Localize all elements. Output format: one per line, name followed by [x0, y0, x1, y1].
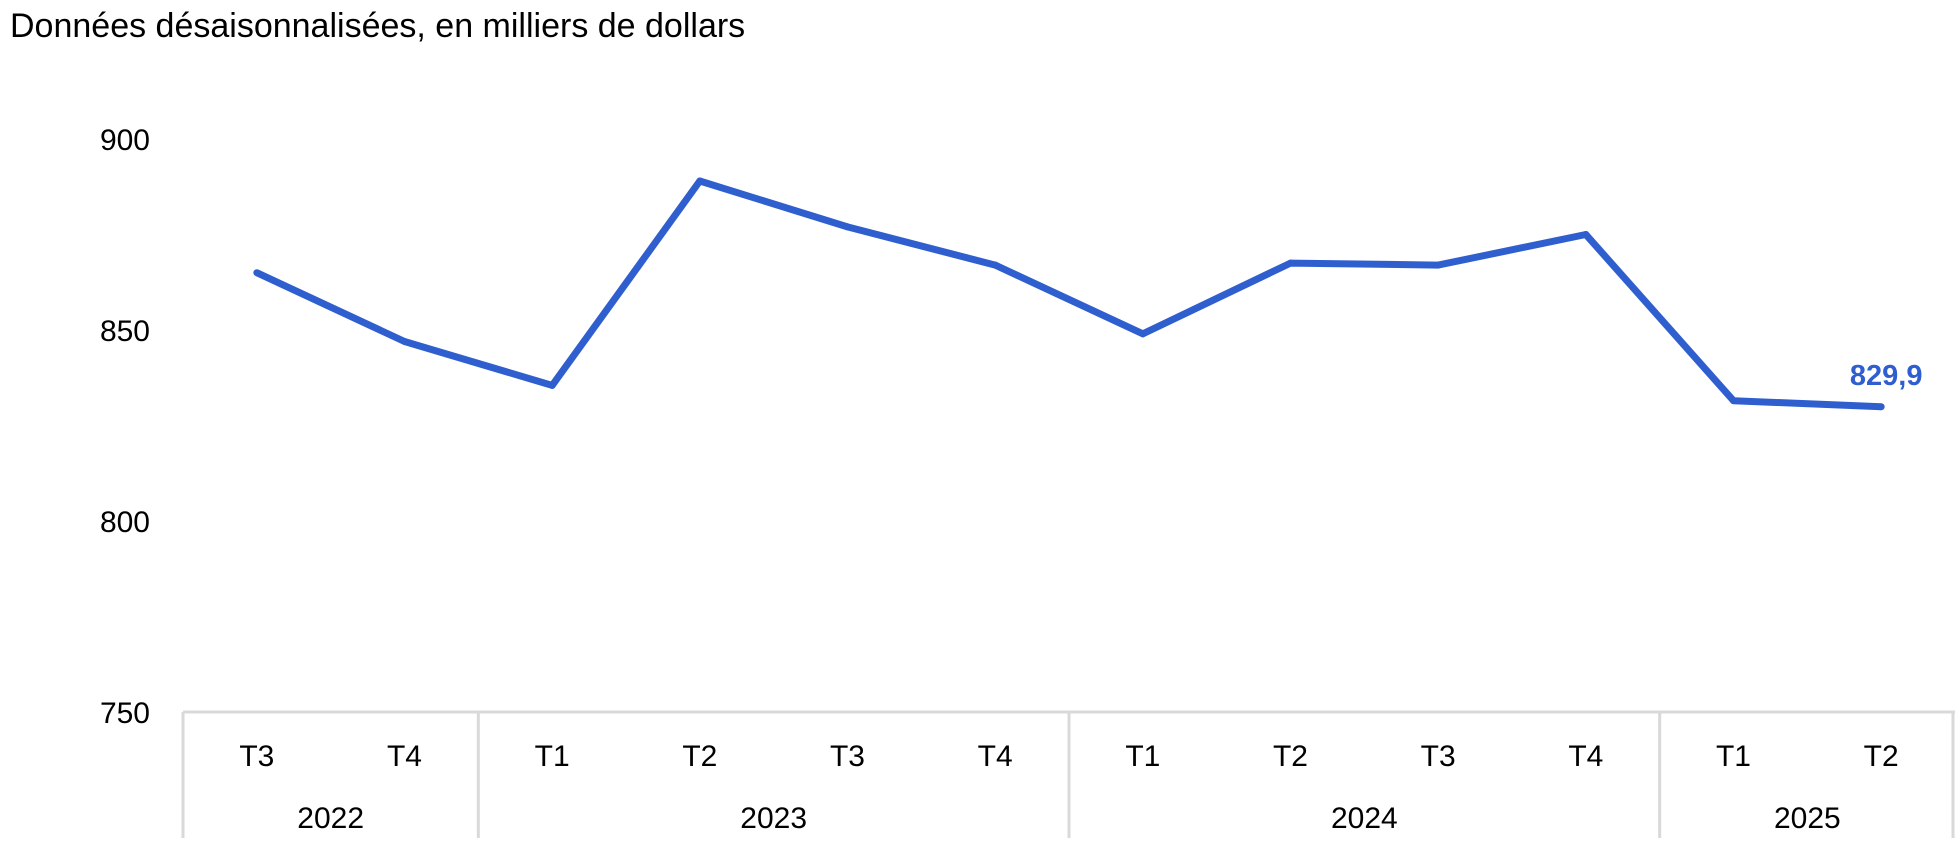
x-tick-label: T4	[387, 740, 422, 773]
annotation-layer: 829,9	[1850, 360, 1923, 392]
x-tick-label: T2	[682, 740, 717, 773]
chart-title: Données désaisonnalisées, en milliers de…	[10, 7, 746, 45]
data-point	[1730, 397, 1737, 405]
data-point	[1287, 259, 1294, 267]
y-axis-tick-labels: 750 800 850 900	[100, 124, 150, 730]
data-point	[1139, 330, 1147, 338]
x-group-label: 2024	[1331, 802, 1398, 835]
x-tick-label: T4	[1568, 740, 1603, 773]
x-tick-label: T1	[1125, 740, 1160, 773]
y-tick-label: 850	[100, 315, 150, 348]
data-point	[991, 261, 999, 269]
x-group-label: 2022	[297, 802, 364, 835]
data-point	[696, 177, 704, 185]
data-point	[253, 269, 261, 277]
data-point	[401, 337, 408, 345]
x-tick-label: T3	[830, 740, 865, 773]
y-tick-label: 800	[100, 506, 150, 539]
data-label: 829,9	[1850, 360, 1923, 392]
data-point	[844, 223, 851, 231]
data-point	[1582, 231, 1590, 238]
x-tick-label: T3	[239, 740, 274, 773]
x-tick-label: T1	[535, 740, 570, 773]
x-tick-label: T1	[1716, 740, 1751, 773]
x-group-label: 2025	[1774, 802, 1841, 835]
y-tick-label: 750	[100, 697, 150, 730]
data-point	[548, 381, 556, 389]
y-tick-label: 900	[100, 124, 150, 157]
data-point	[1434, 261, 1442, 269]
x-group-label: 2023	[740, 802, 807, 835]
x-tick-label: T2	[1273, 740, 1308, 773]
data-point	[1877, 403, 1885, 411]
series-layer	[253, 177, 1885, 411]
x-tick-label: T3	[1421, 740, 1456, 773]
series-line	[255, 177, 1882, 411]
x-tick-label: T4	[978, 740, 1013, 773]
x-tick-label: T2	[1864, 740, 1899, 773]
x-axis: T3 T4 T1 T2 T3 T4 T1 T2 T3 T4 T1 T2 2022 2023 2024 2025	[181, 710, 1955, 838]
